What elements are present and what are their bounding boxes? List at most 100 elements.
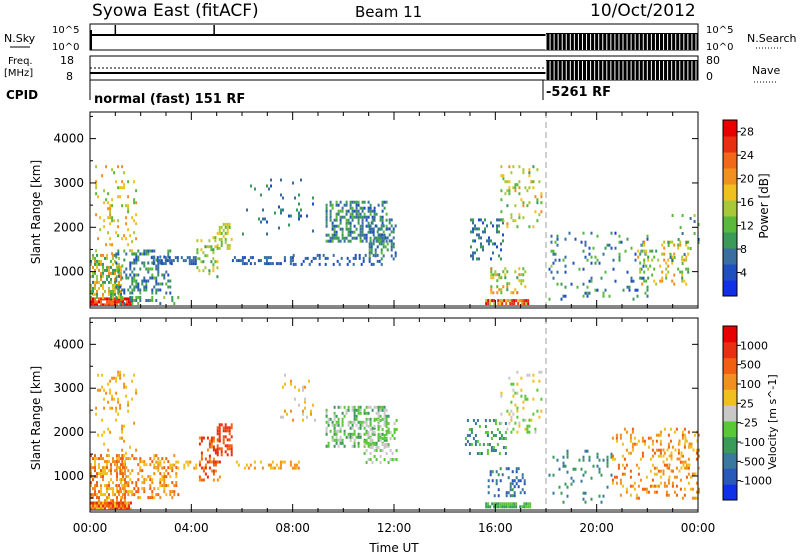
velocity-cell (169, 475, 172, 479)
power-cell (667, 270, 670, 274)
velocity-cell (143, 460, 146, 464)
velocity-cell (117, 412, 120, 416)
power-cell (331, 203, 334, 207)
velocity-cell (510, 409, 513, 413)
velocity-cell (116, 457, 118, 461)
power-cell (141, 279, 144, 283)
power-cell (312, 229, 314, 233)
power-cell (372, 230, 375, 234)
power-cell (133, 219, 136, 223)
power-cell (172, 259, 175, 263)
power-cell (102, 253, 104, 257)
velocity-cell (125, 385, 128, 389)
power-cell (133, 288, 136, 292)
power-cell (518, 186, 521, 190)
power-cell (482, 230, 484, 234)
velocity-cell (395, 458, 398, 461)
velocity-cell (505, 502, 508, 506)
velocity-cell (171, 469, 174, 473)
power-cell (128, 297, 130, 301)
power-cell (110, 265, 112, 269)
power-cell (341, 206, 344, 210)
velocity-cell (373, 431, 376, 434)
velocity-cell (129, 472, 132, 476)
velocity-cell (387, 414, 390, 418)
power-cell (120, 274, 122, 278)
velocity-cell (177, 466, 180, 470)
velocity-cell (562, 461, 565, 465)
power-cell (237, 259, 240, 263)
velocity-cell (514, 391, 517, 395)
velocity-cell (353, 414, 356, 418)
velocity-cell (631, 427, 634, 431)
power-cell (376, 245, 379, 249)
power-cell (300, 208, 302, 212)
velocity-cell (153, 472, 156, 476)
velocity-cell (101, 433, 104, 437)
velocity-cell (106, 501, 108, 505)
power-cell (145, 279, 148, 283)
velocity-cell (357, 426, 360, 430)
power-cell (671, 255, 674, 259)
power-cell (484, 218, 486, 222)
velocity-cell (159, 460, 162, 464)
power-cell (210, 260, 213, 264)
power-cell (511, 299, 514, 303)
power-cell (224, 222, 227, 226)
velocity-cell (495, 502, 498, 506)
power-cell (216, 231, 219, 235)
velocity-cell (606, 455, 609, 459)
velocity-cell (226, 444, 229, 448)
power-cell (290, 214, 292, 218)
velocity-cell (670, 457, 673, 461)
velocity-cell (351, 405, 354, 409)
power-cell (508, 165, 511, 169)
power-cell (610, 231, 613, 235)
power-cell (500, 248, 502, 252)
power-cell (139, 288, 142, 292)
power-cell (157, 288, 160, 292)
velocity-cell (333, 438, 336, 442)
velocity-cell (359, 423, 362, 427)
power-cell (112, 289, 114, 293)
power-cell (534, 210, 537, 214)
power-cell (357, 233, 360, 237)
velocity-cell (98, 507, 100, 511)
power-cell (95, 213, 98, 217)
velocity-cell (206, 475, 209, 479)
power-cell (135, 237, 138, 241)
velocity-cell (684, 436, 687, 440)
power-cell (153, 285, 156, 289)
power-cell (118, 256, 120, 260)
power-colorbar-swatch (723, 232, 737, 249)
velocity-cell (98, 501, 100, 505)
power-cell (125, 204, 128, 208)
power-cell (382, 224, 385, 228)
velocity-cell (511, 502, 514, 506)
velocity-cell (670, 454, 673, 458)
power-cell (139, 291, 142, 295)
velocity-cell (512, 382, 515, 386)
velocity-cell (222, 429, 225, 433)
power-cell (518, 279, 521, 283)
velocity-cell (282, 385, 284, 389)
power-cell (358, 253, 361, 257)
power-cell (628, 285, 631, 289)
power-cell (135, 299, 138, 302)
power-cell (155, 267, 158, 271)
power-cell (369, 239, 372, 243)
velocity-cell (286, 412, 288, 416)
power-cell (335, 236, 338, 240)
power-cell (137, 296, 140, 299)
velocity-cell (224, 444, 227, 448)
velocity-cell (621, 472, 624, 476)
power-cell (504, 267, 507, 271)
power-cell (206, 245, 209, 249)
power-cell (151, 291, 154, 295)
power-cell (574, 237, 577, 241)
power-cell (92, 300, 94, 304)
velocity-cell (580, 467, 583, 471)
power-cell (661, 276, 664, 280)
power-cell (165, 270, 168, 274)
power-cell (517, 299, 520, 303)
